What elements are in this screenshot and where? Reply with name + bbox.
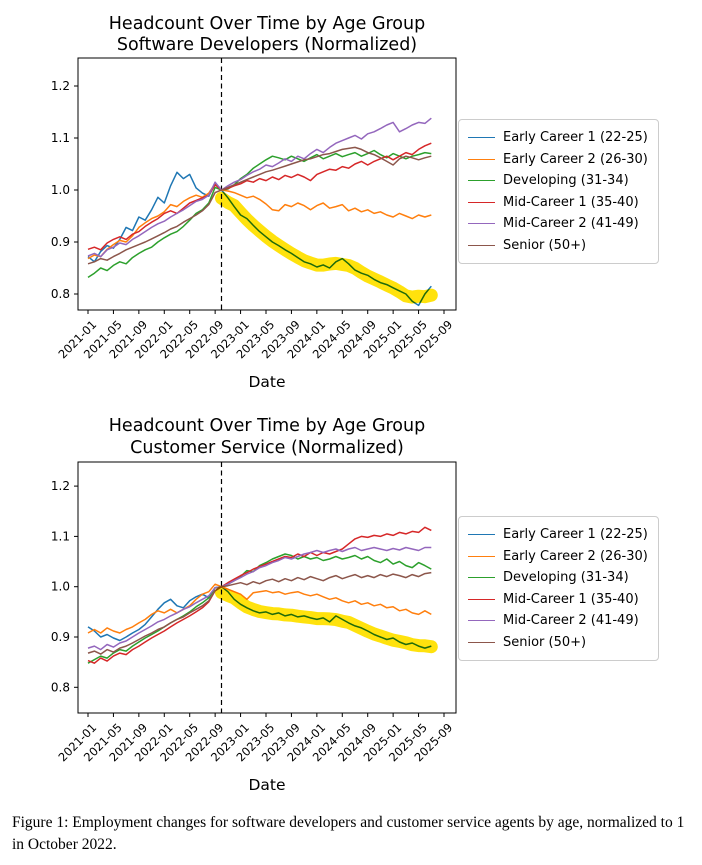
legend-item-mid-career-1-35-40: Mid-Career 1 (35-40)	[468, 589, 648, 611]
customer-service-chart-block: Headcount Over Time by Age Group Customer…	[0, 398, 702, 810]
figure-caption: Figure 1: Employment changes for softwar…	[12, 814, 685, 853]
legend-line-swatch	[468, 598, 495, 600]
plot-border	[77, 57, 457, 311]
legend-line-swatch	[468, 201, 495, 203]
legend-label: Developing (31-34)	[503, 570, 629, 585]
legend-line-swatch	[468, 137, 495, 139]
legend-line-swatch	[468, 158, 495, 160]
legend-label: Mid-Career 2 (41-49)	[503, 216, 639, 231]
y-tick-label: 0.8	[51, 287, 70, 301]
legend-item-senior-50: Senior (50+)	[468, 235, 648, 257]
customer-service-chart: Headcount Over Time by Age GroupCustomer…	[51, 416, 457, 794]
legend-label: Developing (31-34)	[503, 173, 629, 188]
series-line-mid-career-1-35-40	[87, 142, 432, 251]
legend-line-swatch	[468, 620, 495, 622]
series-line-early-career-2-26-30	[87, 583, 432, 634]
legend-item-early-career-2-26-30: Early Career 2 (26-30)	[468, 546, 648, 568]
software-developers-chart-block: Headcount Over Time by Age Group Software…	[0, 0, 702, 398]
legend-line-swatch	[468, 577, 495, 579]
legend-line-swatch	[468, 223, 495, 225]
chart-subtitle: Software Developers (Normalized)	[117, 35, 417, 55]
legend-label: Senior (50+)	[503, 237, 587, 253]
series-line-developing-31-34	[87, 149, 432, 279]
series-line-senior-50	[87, 571, 432, 655]
y-tick-label: 0.9	[51, 630, 70, 644]
legend-label: Mid-Career 2 (41-49)	[503, 613, 639, 628]
y-tick-label: 1.2	[51, 479, 70, 493]
x-axis-label: Date	[248, 776, 285, 794]
chart-subtitle: Customer Service (Normalized)	[130, 438, 404, 458]
y-tick-label: 1.1	[51, 529, 70, 543]
legend-item-mid-career-2-41-49: Mid-Career 2 (41-49)	[468, 610, 648, 632]
series-line-senior-50	[87, 146, 432, 265]
series-line-mid-career-2-41-49	[87, 117, 432, 258]
legend-label: Early Career 1 (22-25)	[503, 527, 648, 542]
plot-border	[77, 461, 457, 714]
y-tick-label: 1.1	[51, 131, 70, 145]
software-developers-chart: Headcount Over Time by Age GroupSoftware…	[51, 14, 457, 391]
customer-service-legend: Early Career 1 (22-25) Early Career 2 (26…	[458, 516, 659, 661]
x-axis-label: Date	[248, 373, 285, 391]
y-tick-label: 0.9	[51, 235, 70, 249]
highlight-band	[215, 191, 438, 304]
legend-item-early-career-1-22-25: Early Career 1 (22-25)	[468, 127, 648, 149]
legend-label: Early Career 2 (26-30)	[503, 548, 648, 564]
y-tick-label: 0.8	[51, 680, 70, 694]
legend-line-swatch	[468, 555, 495, 557]
legend-line-swatch	[468, 534, 495, 536]
legend-item-early-career-2-26-30: Early Career 2 (26-30)	[468, 149, 648, 171]
legend-label: Senior (50+)	[503, 634, 587, 650]
y-tick-label: 1.2	[51, 79, 70, 93]
legend-item-mid-career-1-35-40: Mid-Career 1 (35-40)	[468, 192, 648, 214]
y-tick-label: 1.0	[51, 580, 70, 594]
legend-item-early-career-1-22-25: Early Career 1 (22-25)	[468, 524, 648, 546]
legend-label: Mid-Career 1 (35-40)	[503, 591, 639, 607]
series-line-mid-career-1-35-40	[87, 526, 432, 664]
software-developers-legend: Early Career 1 (22-25) Early Career 2 (26…	[458, 119, 659, 264]
legend-item-developing-31-34: Developing (31-34)	[468, 567, 648, 589]
legend-line-swatch	[468, 244, 495, 246]
highlight-band	[215, 586, 438, 654]
legend-line-swatch	[468, 641, 495, 643]
chart-title: Headcount Over Time by Age Group	[109, 416, 425, 436]
legend-label: Early Career 2 (26-30)	[503, 151, 648, 167]
legend-item-senior-50: Senior (50+)	[468, 632, 648, 654]
legend-label: Early Career 1 (22-25)	[503, 130, 648, 145]
legend-line-swatch	[468, 180, 495, 182]
series-line-developing-31-34	[87, 553, 432, 664]
legend-item-developing-31-34: Developing (31-34)	[468, 170, 648, 192]
series-line-mid-career-2-41-49	[87, 546, 432, 651]
chart-title: Headcount Over Time by Age Group	[109, 14, 425, 34]
series-line-early-career-2-26-30	[87, 183, 432, 260]
legend-label: Mid-Career 1 (35-40)	[503, 194, 639, 210]
legend-item-mid-career-2-41-49: Mid-Career 2 (41-49)	[468, 213, 648, 235]
y-tick-label: 1.0	[51, 183, 70, 197]
